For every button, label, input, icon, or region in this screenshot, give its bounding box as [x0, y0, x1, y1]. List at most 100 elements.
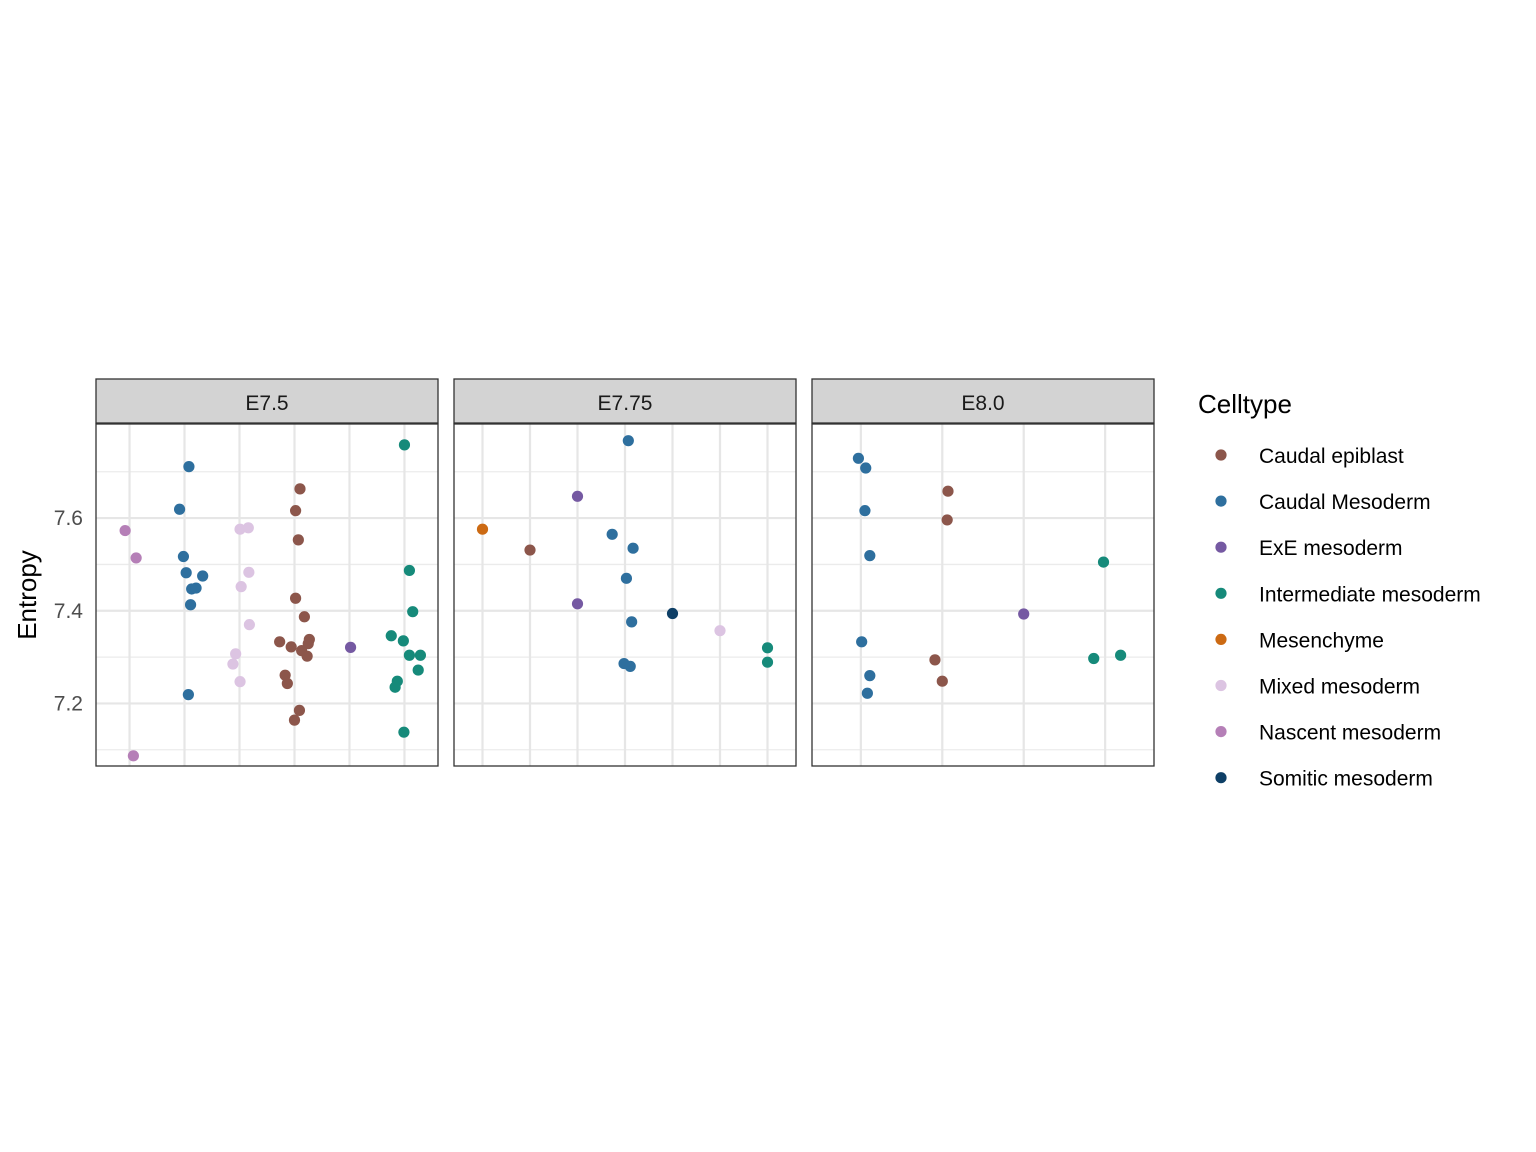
data-point	[281, 677, 293, 690]
panel-background	[812, 424, 1154, 766]
data-point	[177, 550, 190, 563]
data-point	[860, 462, 872, 474]
data-point	[127, 750, 139, 762]
data-point	[403, 564, 416, 577]
data-point	[856, 636, 868, 648]
data-point	[235, 581, 247, 593]
data-point	[288, 714, 301, 726]
panel-background	[96, 424, 438, 766]
panel-border	[811, 423, 1155, 767]
legend-label: Mesenchyme	[1259, 629, 1384, 652]
data-point	[942, 485, 954, 497]
data-point	[344, 641, 357, 653]
legend-key	[1215, 449, 1227, 461]
legend-label: Caudal epiblast	[1259, 445, 1404, 468]
data-point	[1088, 652, 1100, 665]
y-axis-ticks: 7.2 7.4 7.6	[54, 507, 84, 715]
data-point	[626, 616, 638, 628]
data-point	[274, 636, 286, 648]
data-point	[385, 630, 397, 642]
data-point	[864, 550, 876, 562]
data-point	[130, 552, 142, 564]
data-point	[852, 452, 865, 464]
data-point	[230, 648, 242, 660]
data-point	[234, 523, 246, 535]
panel-E7-75: E7.75	[453, 378, 797, 767]
legend-label: Nascent mesoderm	[1259, 722, 1441, 745]
data-point	[242, 522, 254, 534]
legend-label: Somitic mesoderm	[1259, 768, 1433, 791]
data-point	[302, 638, 314, 650]
legend-key	[1215, 541, 1227, 553]
y-tick-label: 7.4	[54, 600, 84, 623]
data-point	[289, 592, 302, 604]
data-point	[403, 649, 416, 661]
facet-strip-label: E7.5	[245, 392, 288, 415]
data-point	[289, 505, 302, 517]
data-point	[1097, 556, 1110, 568]
data-point	[859, 505, 871, 517]
data-point	[761, 642, 774, 654]
data-point	[864, 670, 876, 682]
data-point	[1115, 649, 1127, 661]
data-point	[666, 607, 679, 620]
panel-E7-5: E7.5	[95, 378, 439, 767]
data-point	[234, 676, 246, 688]
legend-label: ExE mesoderm	[1259, 537, 1403, 560]
data-point	[243, 619, 256, 631]
facet-strip-label: E7.75	[598, 392, 653, 415]
data-point	[571, 598, 584, 610]
data-point	[861, 687, 873, 699]
data-point	[398, 726, 410, 738]
y-axis-title: Entropy	[12, 550, 42, 640]
data-point	[190, 582, 202, 594]
data-point	[476, 523, 489, 535]
data-point	[173, 503, 186, 515]
data-point	[285, 641, 297, 653]
data-point	[929, 654, 941, 666]
data-point	[183, 461, 195, 473]
data-point	[622, 435, 634, 447]
legend-key	[1215, 587, 1227, 599]
legend-key	[1215, 679, 1227, 692]
data-point	[620, 572, 633, 584]
data-point	[627, 542, 639, 554]
facet-strip	[95, 378, 439, 424]
data-point	[714, 625, 726, 637]
data-point	[119, 524, 131, 537]
data-point	[227, 658, 239, 670]
data-point	[412, 664, 424, 676]
data-point	[397, 635, 409, 647]
data-point	[294, 483, 306, 495]
y-tick-label: 7.2	[54, 692, 83, 715]
facet-strip	[453, 378, 797, 424]
data-point	[298, 611, 310, 623]
legend-title: Celltype	[1198, 389, 1292, 419]
panel-E8-0: E8.0	[811, 378, 1155, 767]
data-point	[414, 649, 427, 661]
legend-key	[1215, 726, 1227, 738]
data-point	[1018, 608, 1030, 620]
data-point	[936, 675, 948, 687]
data-point	[184, 599, 197, 611]
data-point	[180, 567, 192, 579]
data-point	[197, 570, 209, 582]
data-point	[524, 544, 536, 556]
data-point	[941, 514, 953, 526]
data-point	[571, 490, 584, 502]
data-point	[606, 528, 618, 540]
facet-strip	[811, 378, 1155, 424]
legend-label: Caudal Mesoderm	[1259, 491, 1431, 514]
legend: Celltype Caudal epiblast Caudal Mesoderm Ex…	[1198, 389, 1481, 791]
data-point	[293, 704, 306, 716]
panel-border	[95, 423, 439, 767]
legend-label: Intermediate mesoderm	[1259, 583, 1481, 606]
facet-strip-label: E8.0	[961, 392, 1004, 415]
legend-label: Mixed mesoderm	[1259, 676, 1420, 699]
legend-key	[1215, 772, 1227, 784]
data-point	[301, 650, 313, 662]
legend-key	[1215, 495, 1227, 507]
panel-border	[453, 423, 797, 767]
data-point	[389, 681, 401, 693]
